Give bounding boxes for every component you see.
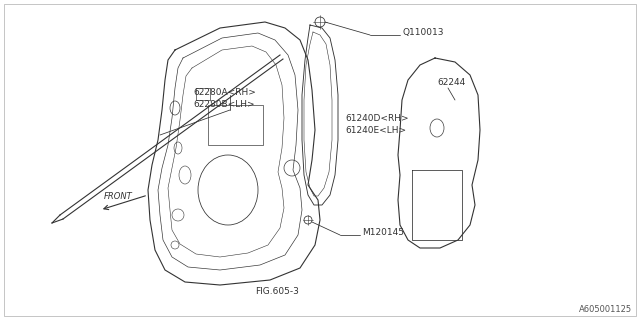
Text: 61240D<RH>: 61240D<RH> [345,114,408,123]
Text: FRONT: FRONT [104,191,132,201]
Text: 62280B<LH>: 62280B<LH> [193,100,255,108]
Text: A605001125: A605001125 [579,305,632,314]
Bar [208,105,263,145]
Text: 62244: 62244 [437,77,465,86]
Text: FIG.605-3: FIG.605-3 [255,287,299,297]
Text: 61240E<LH>: 61240E<LH> [345,125,406,134]
Text: 62280A<RH>: 62280A<RH> [193,87,256,97]
Text: Q110013: Q110013 [402,28,444,36]
Text: M120145: M120145 [362,228,404,236]
